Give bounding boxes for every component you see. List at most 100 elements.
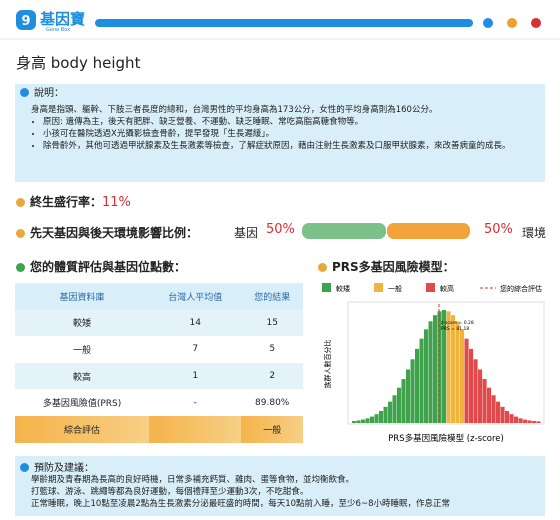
table-row: 綜合評估 一般 — [15, 415, 303, 443]
histogram-bar — [500, 406, 505, 423]
histogram-bar — [487, 387, 492, 423]
histogram-bar — [392, 395, 397, 423]
histogram-bar — [415, 348, 420, 423]
assessment-table: 基因資料庫 台灣人平均值 您的結果 較矮 14 15 一般 7 5 較高 1 2 多基因風險值(PRS)… — [15, 283, 303, 443]
table-row: 多基因風險值(PRS) - 89.80% — [15, 389, 303, 416]
advice-line: 打籃球、游泳、跳繩等都為良好運動，每個禮拜至少運動3次，不吃甜食。 — [31, 487, 309, 497]
explanation-list: 原因: 遺傳為主，後天有肥胖、缺乏營養、不運動、缺乏睡眠、常吃高脂高糖食物等。 … — [17, 116, 511, 152]
cell: 較高 — [15, 362, 150, 390]
explanation-heading: 說明： — [20, 88, 64, 100]
heading-text: 預防及建議： — [34, 463, 94, 474]
legend-label: 一般 — [388, 284, 402, 293]
table-row: 較矮 14 15 — [15, 309, 303, 337]
legend-label: 較高 — [440, 284, 454, 293]
table-row: 較高 1 2 — [15, 362, 303, 390]
dot — [507, 18, 517, 28]
histogram-bar — [433, 315, 438, 423]
histogram-bar — [437, 311, 442, 423]
cell: 5 — [269, 344, 276, 355]
advice-heading: 預防及建議： — [20, 459, 94, 474]
page-title: 身高 body height — [16, 54, 141, 72]
histogram-bar — [514, 416, 519, 423]
ratio-bar — [302, 223, 470, 239]
gene-segment — [302, 223, 386, 239]
ratio-label: 先天基因與後天環境影響比例： — [16, 224, 198, 241]
histogram-bar — [365, 418, 370, 423]
cell: 1 — [149, 362, 242, 390]
advice-box: 預防及建議： 學齡期及青春期為長高的良好時機，日常多補充鈣質、雞肉、蛋等食物，並… — [15, 456, 545, 516]
table-row: 一般 7 5 — [15, 336, 303, 363]
dot — [483, 18, 493, 28]
cell: 多基因風險值(PRS) — [42, 399, 122, 410]
prevalence: 終生盛行率：11% — [16, 193, 131, 210]
x-axis-label: PRS多基因風險模型 (z-score) — [388, 433, 504, 444]
brand-sub: Gene Box — [46, 27, 71, 33]
environment-segment — [387, 223, 470, 239]
histogram-bar — [356, 420, 361, 423]
logo-icon — [16, 10, 36, 30]
histogram-bar — [424, 329, 429, 423]
cell: 較矮 — [15, 309, 150, 337]
brand: 基因寶 — [40, 10, 86, 28]
cell: 2 — [241, 362, 303, 390]
histogram-bar — [460, 329, 465, 423]
histogram-bar — [442, 310, 447, 423]
legend-label: 較矮 — [336, 284, 350, 293]
advice-line: 學齡期及青春期為長高的良好時機，日常多補充鈣質、雞肉、蛋等食物，並均衡飲食。 — [31, 475, 355, 485]
histogram-bar — [410, 359, 415, 423]
y-axis-label: 族群人數百分比 — [323, 340, 332, 389]
histogram-bar — [361, 419, 366, 423]
dot — [531, 18, 541, 28]
histogram-bar — [473, 359, 478, 423]
histogram-bar — [536, 421, 541, 423]
header-row: 基因資料庫 台灣人平均值 您的結果 — [15, 283, 303, 310]
histogram-bar — [491, 395, 496, 423]
histogram-bar — [428, 321, 433, 423]
histogram-bar — [527, 420, 532, 423]
env-name: 環境 — [522, 226, 547, 240]
heading-text: PRS多基因風險模型： — [332, 260, 455, 274]
explanation-intro: 身高是指頭、軀幹、下肢三者長度的總和，台灣男性的平均身高為173公分，女性的平均… — [31, 105, 438, 115]
cell: 89.80% — [255, 397, 290, 408]
legend-swatch — [426, 283, 435, 292]
histogram-bar — [482, 379, 487, 423]
histogram-bar — [451, 315, 456, 423]
header-progress — [95, 19, 473, 27]
prevalence-label: 終生盛行率： — [30, 195, 103, 209]
column-header: 台灣人平均值 — [149, 283, 242, 310]
annotation: PRS = 81.18 — [441, 326, 469, 332]
column-header: 基因資料庫 — [15, 283, 150, 310]
bullet: 小孩可在醫院透過X光攝影檢查骨齡，提早發現「生長遲緩」。 — [43, 128, 511, 140]
histogram-bar — [518, 418, 523, 423]
cell: 綜合評估 — [15, 415, 150, 443]
bullet: 原因: 遺傳為主，後天有肥胖、缺乏營養、不運動、缺乏睡眠、常吃高脂高糖食物等。 — [43, 116, 511, 128]
prs-heading: PRS多基因風險模型： — [318, 258, 455, 275]
histogram-bar — [379, 410, 384, 423]
legend-label: 您的綜合評估 — [500, 284, 542, 293]
cell — [149, 415, 242, 443]
cell: 一般 — [73, 345, 92, 356]
gene-value: 50% — [266, 222, 295, 237]
advice-line: 正常睡眠，晚上10點至凌晨2點為生長激素分泌最旺盛的時間，每天10點前入睡，至少… — [31, 499, 450, 509]
logo-glyph: 9 — [21, 14, 30, 29]
env-value: 50% — [484, 222, 513, 237]
histogram-bar — [478, 369, 483, 423]
histogram-bar — [397, 387, 402, 423]
histogram-bar — [370, 416, 375, 423]
histogram-bar — [388, 401, 393, 423]
histogram-bar — [401, 379, 406, 423]
prevalence-value: 11% — [102, 195, 131, 210]
heading-text: 說明： — [34, 88, 64, 99]
histogram-bar — [464, 338, 469, 423]
cell: 7 — [192, 344, 199, 355]
cell: 一般 — [241, 415, 303, 443]
histogram-bar — [406, 369, 411, 423]
histogram-bar — [374, 414, 379, 423]
histogram-bar — [505, 410, 510, 423]
histogram-bar — [419, 338, 424, 423]
histogram-bar — [532, 421, 537, 423]
bullet: 除骨齡外，其他可透過甲狀腺素及生長激素等檢查，了解症狀原因，藉由注射生長激素及口… — [43, 140, 511, 152]
legend-swatch — [374, 283, 383, 292]
